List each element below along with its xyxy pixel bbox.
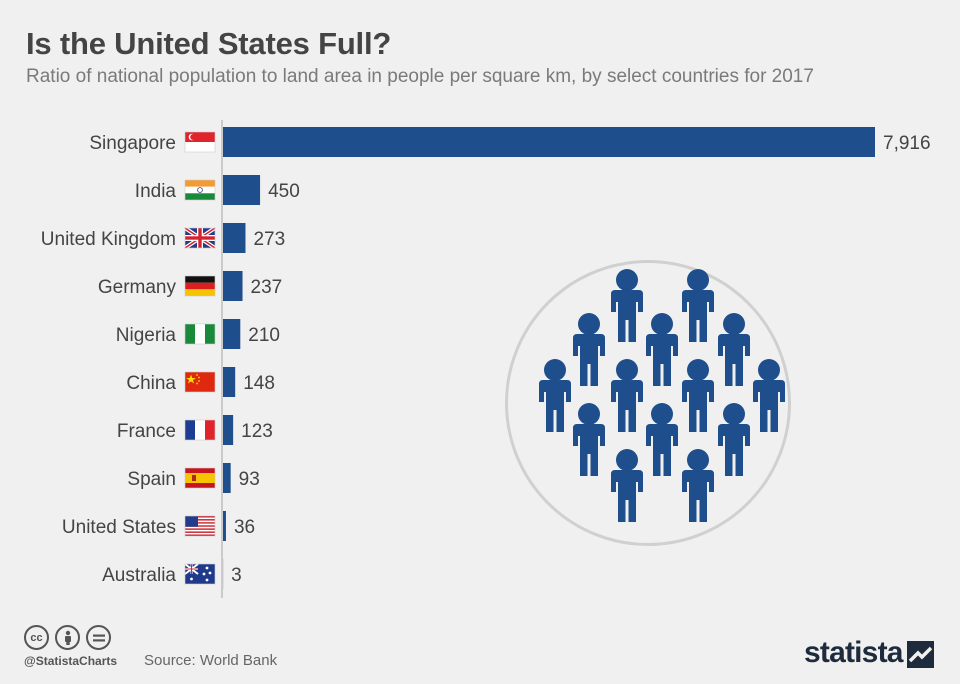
no-derivatives-icon [86,625,111,650]
twitter-handle[interactable]: @StatistaCharts [24,654,118,668]
value-label: 3 [231,565,242,586]
person-icon [611,269,643,342]
singapore-flag-icon [184,131,216,153]
value-label: 36 [234,517,255,538]
person-icon [573,403,605,476]
bar-united-states [223,511,226,541]
person-icon [573,313,605,386]
china-flag-icon [184,371,216,393]
person-icon [611,449,643,522]
value-label: 273 [253,229,285,250]
value-label: 237 [251,277,283,298]
person-icon [611,359,643,432]
category-label: Germany [98,277,177,298]
statista-logo-icon [907,641,934,668]
bar-india [223,175,261,205]
person-icon [539,359,571,432]
france-flag-icon [184,419,216,441]
nigeria-flag-icon [184,323,216,345]
germany-flag-icon [184,275,216,297]
statista-logo[interactable]: statista [804,636,903,669]
person-icon [718,403,750,476]
bar-china [223,367,236,397]
person-icon [646,403,678,476]
category-label: United Kingdom [41,229,176,250]
bar-chart: Singapore 7,916 India 450 United Kingdom 273 G… [41,120,931,598]
chart-subtitle: Ratio of national population to land are… [26,66,814,87]
person-icon [718,313,750,386]
bar-germany [223,271,243,301]
category-label: Nigeria [116,325,177,346]
value-label: 450 [268,181,300,202]
crowd-illustration-icon [539,269,785,522]
category-label: Australia [102,565,176,586]
india-flag-icon [184,179,216,201]
united-kingdom-flag-icon [183,226,217,250]
bar-france [223,415,234,445]
value-label: 123 [241,421,273,442]
category-label: Spain [127,469,176,490]
category-label: India [135,181,177,202]
source-note: Source: World Bank [144,652,278,669]
value-label: 7,916 [883,133,931,154]
spain-flag-icon [184,467,216,489]
attribution-icon [55,625,80,650]
person-icon [646,313,678,386]
category-label: China [126,373,176,394]
value-label: 148 [243,373,275,394]
person-icon [682,359,714,432]
people-circle [505,260,791,546]
bar-spain [223,463,231,493]
license-icons: cc [24,625,111,650]
person-icon [753,359,785,432]
chart-title: Is the United States Full? [26,26,392,61]
category-label: France [117,421,176,442]
category-label: United States [62,517,176,538]
value-label: 93 [239,469,260,490]
bar-united-kingdom [223,223,246,253]
category-label: Singapore [89,133,176,154]
person-icon [682,449,714,522]
australia-flag-icon [184,563,216,585]
person-icon [682,269,714,342]
united-states-flag-icon [184,515,216,537]
bar-nigeria [223,319,241,349]
bar-singapore [223,127,875,157]
cc-icon: cc [24,625,49,650]
value-label: 210 [248,325,280,346]
